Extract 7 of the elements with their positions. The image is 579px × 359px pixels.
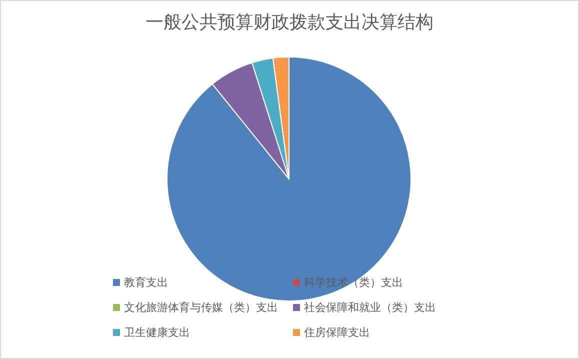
legend-label: 文化旅游体育与传媒（类）支出 (124, 301, 278, 314)
legend-label: 住房保障支出 (304, 326, 370, 339)
legend-label: 教育支出 (124, 276, 168, 289)
chart-title: 一般公共预算财政拨款支出决算结构 (146, 12, 434, 33)
legend-label: 卫生健康支出 (124, 326, 190, 339)
legend-label: 科学技术（类）支出 (304, 276, 403, 289)
legend-label: 社会保障和就业（类）支出 (304, 301, 436, 314)
